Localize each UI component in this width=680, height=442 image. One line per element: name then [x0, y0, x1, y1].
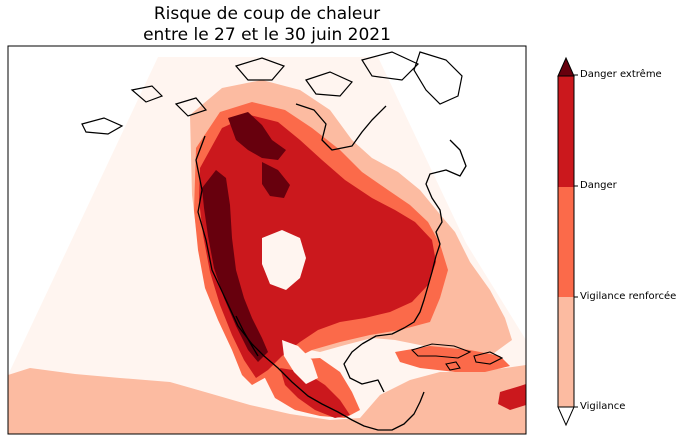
greenland-coast: [413, 51, 463, 105]
zone-danger: [199, 115, 436, 378]
map-frame-border: [7, 45, 527, 435]
title-line-2: entre le 27 et le 30 juin 2021: [143, 25, 391, 45]
map-content: [8, 51, 526, 434]
colorbar-label-vigilance-renforcee: Vigilance renforcée: [580, 291, 677, 302]
hispaniola-coast: [473, 351, 504, 365]
title-line-1: Risque de coup de chaleur: [153, 4, 381, 24]
cuba-coast: [410, 343, 472, 359]
arctic-island-1: [81, 117, 124, 135]
zone-danger-caribbean: [498, 384, 526, 410]
arctic-islands: [81, 51, 463, 135]
colorbar-over-extreme: [557, 56, 575, 77]
colorbar-level-danger: [558, 76, 574, 187]
coastline-gulf-east: [361, 139, 467, 345]
colorbar-border: [557, 75, 575, 408]
caribbean-islands: [410, 343, 504, 371]
zone-danger-extreme-north: [228, 112, 286, 160]
coastline-baja-california: [235, 315, 259, 357]
zone-danger-south: [280, 368, 350, 418]
arctic-island-5: [130, 85, 164, 103]
zone-danger-extreme: [202, 170, 268, 362]
colorbar-under-arrow: [557, 406, 575, 427]
coastlines: [195, 103, 467, 431]
colorbar-level-vigilance: [558, 297, 574, 407]
colorbar-label-danger-extreme: Danger extrême: [580, 69, 662, 80]
zone-low-risk-mexico: [282, 340, 318, 384]
arctic-island-2: [234, 57, 286, 81]
arctic-island-6: [174, 97, 208, 117]
coastline-north-america: [195, 135, 425, 431]
jamaica-coast: [445, 361, 461, 371]
colorbar-label-vigilance: Vigilance: [580, 401, 626, 412]
coastline-hudson-bay: [295, 103, 387, 151]
zone-renforcee-caribbean: [395, 346, 510, 372]
arctic-island-4: [361, 51, 420, 81]
colorbar: [557, 56, 578, 427]
map-title: Risque de coup de chaleur entre le 27 et…: [8, 4, 526, 46]
arctic-island-3: [305, 71, 353, 97]
zone-vigilance: [8, 365, 526, 434]
zone-danger-extreme-center: [262, 162, 290, 198]
colorbar-label-danger: Danger: [580, 180, 617, 191]
colorbar-level-renforcee: [558, 187, 574, 297]
coastline-yucatan: [343, 343, 385, 393]
zone-low-risk-plateau: [262, 230, 306, 290]
